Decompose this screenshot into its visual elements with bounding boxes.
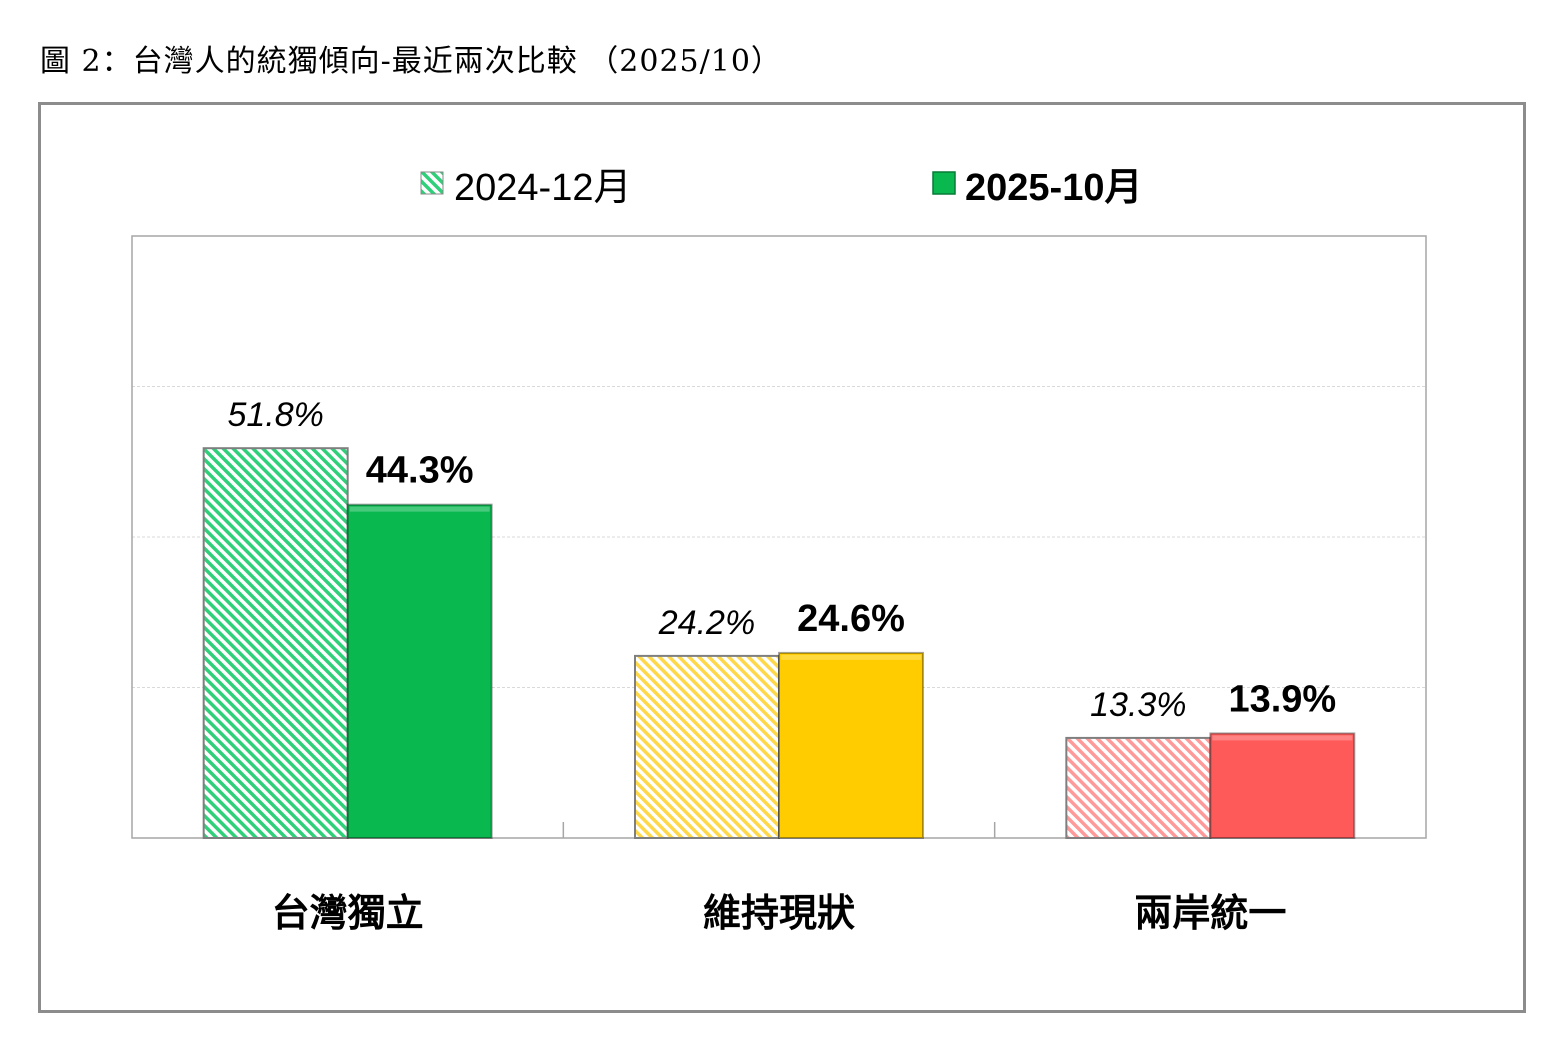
legend-swatch-2025-10 (932, 171, 956, 195)
category-label-2: 兩岸統一 (1134, 893, 1286, 935)
category-label-1: 維持現狀 (703, 893, 855, 935)
bar-2024-12-0 (202, 447, 349, 839)
bar-highlight (781, 654, 921, 660)
chart-frame (38, 102, 1526, 1013)
data-label-2024-12-1: 24.2% (658, 604, 755, 642)
data-label-2024-12-2: 13.3% (1090, 686, 1186, 724)
data-label-2025-10-0: 44.3% (366, 450, 474, 492)
legend-swatch-2024-12 (420, 171, 444, 195)
legend-label-2025-10: 2025-10月 (965, 167, 1142, 209)
data-label-2025-10-1: 24.6% (797, 598, 905, 640)
bar-2025-10-1 (778, 651, 924, 840)
bar-highlight (349, 506, 490, 512)
bar-2025-10-2 (1209, 732, 1356, 840)
data-label-2024-12-0: 51.8% (227, 396, 323, 434)
bar-highlight (1212, 735, 1353, 741)
chart-title: 圖 2：台灣人的統獨傾向-最近兩次比較 （2025/10） (40, 44, 782, 79)
data-label-2025-10-2: 13.9% (1228, 678, 1336, 720)
bar-2025-10-0 (346, 503, 493, 839)
bar-2024-12-2 (1065, 736, 1212, 839)
legend-label-2024-12: 2024-12月 (454, 167, 631, 209)
category-label-0: 台灣獨立 (272, 893, 424, 935)
bar-2024-12-1 (634, 654, 780, 840)
